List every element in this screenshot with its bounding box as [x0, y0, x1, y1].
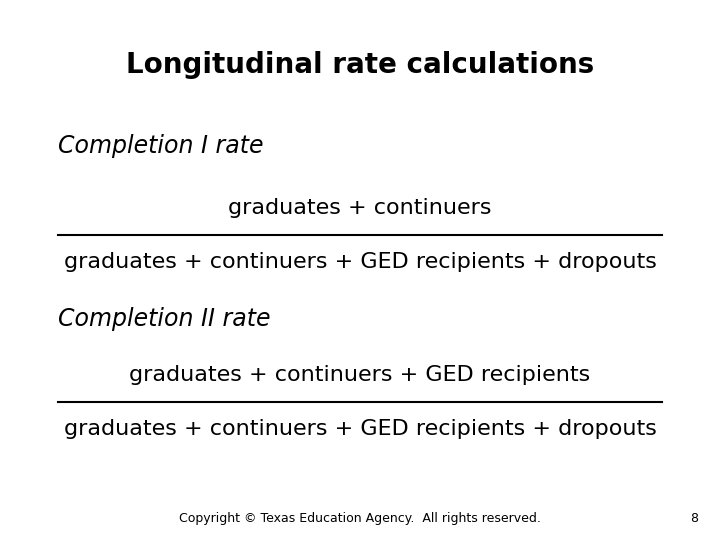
Text: graduates + continuers + GED recipients + dropouts: graduates + continuers + GED recipients … [63, 252, 657, 272]
Text: graduates + continuers: graduates + continuers [228, 198, 492, 218]
Text: Longitudinal rate calculations: Longitudinal rate calculations [126, 51, 594, 79]
Text: graduates + continuers + GED recipients: graduates + continuers + GED recipients [130, 365, 590, 386]
Text: graduates + continuers + GED recipients + dropouts: graduates + continuers + GED recipients … [63, 419, 657, 440]
Text: Completion I rate: Completion I rate [58, 134, 263, 158]
Text: 8: 8 [690, 512, 698, 525]
Text: Completion II rate: Completion II rate [58, 307, 270, 330]
Text: Copyright © Texas Education Agency.  All rights reserved.: Copyright © Texas Education Agency. All … [179, 512, 541, 525]
